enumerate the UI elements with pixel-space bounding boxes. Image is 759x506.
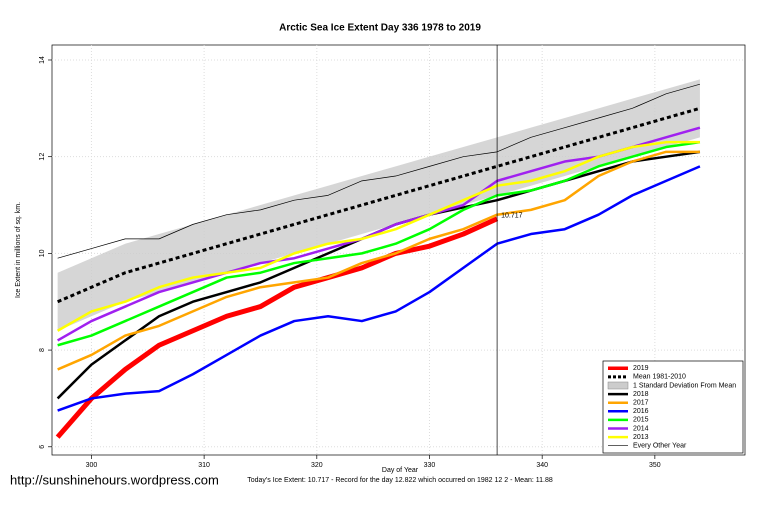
end-label: 10.717 (501, 213, 523, 220)
y-tick-label: 6 (39, 445, 46, 449)
y-tick-label: 14 (39, 56, 46, 64)
x-tick-label: 300 (86, 462, 98, 469)
legend-label: 2018 (633, 391, 649, 398)
legend-swatch (607, 381, 629, 390)
x-tick-label: 330 (424, 462, 436, 469)
y-tick-label: 10 (39, 249, 46, 257)
series-line (57, 165, 701, 412)
series-line (57, 106, 701, 304)
y-axis-label: Ice Extent in millions of sq. km. (15, 202, 22, 298)
legend-label: 2019 (633, 365, 649, 372)
footer: Today's Ice Extent: 10.717 - Record for … (247, 477, 553, 484)
x-tick-label: 350 (649, 462, 661, 469)
legend-label: Every Other Year (633, 443, 687, 450)
legend-label: Mean 1981-2010 (633, 374, 686, 381)
sd-band (57, 79, 700, 331)
legend-label: 2013 (633, 434, 649, 441)
series-line (57, 150, 700, 371)
series-line (57, 126, 701, 342)
x-axis-label: Day of Year (382, 467, 419, 474)
x-tick-label: 310 (198, 462, 210, 469)
watermark: http://sunshinehours.wordpress.com (10, 472, 219, 487)
y-tick-label: 8 (39, 348, 46, 352)
series-line (57, 83, 701, 259)
legend-label: 2016 (633, 408, 649, 415)
series-line (57, 140, 701, 347)
x-tick-label: 320 (311, 462, 323, 469)
legend-label: 2015 (633, 417, 649, 424)
series-line (57, 140, 700, 332)
legend-label: 2014 (633, 425, 649, 432)
legend-label: 1 Standard Deviation From Mean (633, 382, 736, 389)
chart-title: Arctic Sea Ice Extent Day 336 1978 to 20… (279, 23, 481, 34)
plot-frame (51, 44, 746, 456)
series-line (55, 216, 499, 439)
y-tick-label: 12 (39, 153, 46, 161)
legend-label: 2017 (633, 400, 649, 407)
x-tick-label: 340 (536, 462, 548, 469)
